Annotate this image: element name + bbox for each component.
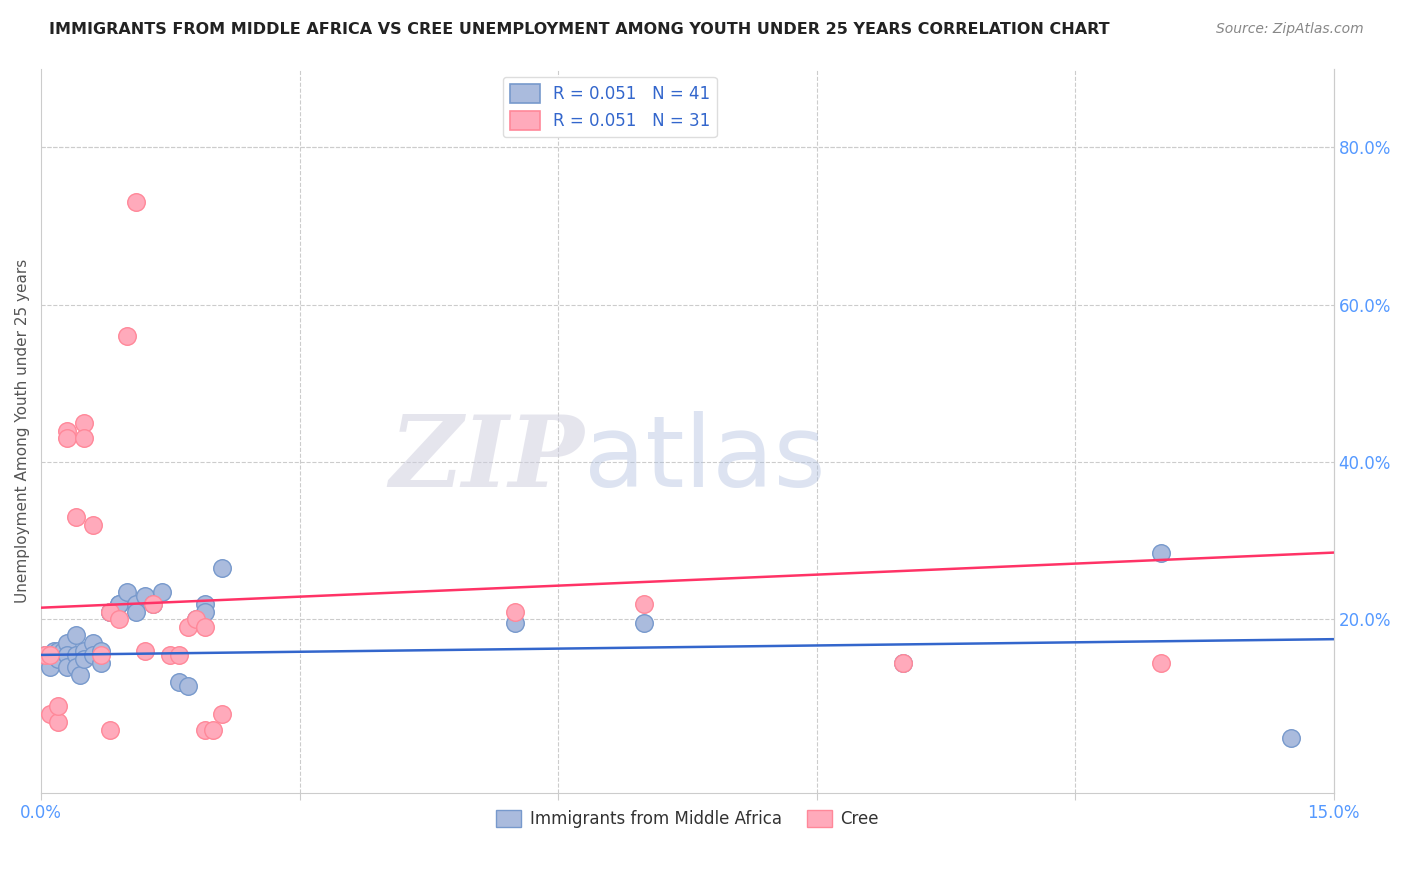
- Point: [56, 432, 79, 446]
- Point: [98, 605, 121, 619]
- Point: [69, 667, 91, 681]
- Point: [134, 589, 156, 603]
- Point: [38, 706, 60, 721]
- Text: Source: ZipAtlas.com: Source: ZipAtlas.com: [1216, 22, 1364, 37]
- Point: [38, 648, 60, 662]
- Point: [73, 652, 96, 666]
- Point: [56, 636, 79, 650]
- Point: [125, 605, 148, 619]
- Point: [142, 597, 165, 611]
- Point: [194, 605, 217, 619]
- Point: [65, 648, 87, 662]
- Point: [176, 680, 198, 694]
- Point: [82, 648, 104, 662]
- Point: [65, 628, 87, 642]
- Y-axis label: Unemployment Among Youth under 25 years: Unemployment Among Youth under 25 years: [15, 259, 30, 603]
- Point: [56, 424, 79, 438]
- Point: [38, 648, 60, 662]
- Point: [42, 644, 65, 658]
- Legend: Immigrants from Middle Africa, Cree: Immigrants from Middle Africa, Cree: [489, 804, 886, 835]
- Point: [107, 612, 129, 626]
- Point: [891, 656, 914, 670]
- Point: [52, 644, 75, 658]
- Point: [186, 612, 208, 626]
- Point: [73, 416, 96, 430]
- Point: [633, 616, 655, 631]
- Point: [211, 706, 233, 721]
- Point: [46, 652, 69, 666]
- Point: [503, 605, 526, 619]
- Point: [211, 561, 233, 575]
- Point: [98, 605, 121, 619]
- Point: [167, 675, 190, 690]
- Point: [82, 636, 104, 650]
- Point: [107, 597, 129, 611]
- Point: [90, 648, 112, 662]
- Point: [633, 597, 655, 611]
- Point: [1279, 731, 1302, 745]
- Point: [202, 723, 225, 737]
- Point: [73, 432, 96, 446]
- Point: [34, 648, 56, 662]
- Point: [34, 648, 56, 662]
- Point: [1150, 656, 1173, 670]
- Text: atlas: atlas: [583, 411, 825, 508]
- Point: [107, 597, 129, 611]
- Point: [194, 723, 217, 737]
- Point: [82, 518, 104, 533]
- Point: [167, 648, 190, 662]
- Point: [176, 620, 198, 634]
- Point: [98, 605, 121, 619]
- Point: [98, 723, 121, 737]
- Point: [194, 620, 217, 634]
- Point: [142, 597, 165, 611]
- Text: ZIP: ZIP: [389, 411, 583, 508]
- Point: [117, 585, 139, 599]
- Point: [73, 644, 96, 658]
- Point: [125, 195, 148, 210]
- Point: [65, 510, 87, 524]
- Point: [150, 585, 173, 599]
- Point: [56, 648, 79, 662]
- Point: [1150, 545, 1173, 559]
- Point: [194, 597, 217, 611]
- Point: [891, 656, 914, 670]
- Point: [56, 659, 79, 673]
- Point: [46, 644, 69, 658]
- Point: [186, 612, 208, 626]
- Point: [90, 644, 112, 658]
- Point: [46, 714, 69, 729]
- Point: [125, 597, 148, 611]
- Point: [134, 644, 156, 658]
- Point: [90, 656, 112, 670]
- Point: [65, 659, 87, 673]
- Point: [503, 616, 526, 631]
- Point: [159, 648, 181, 662]
- Point: [117, 329, 139, 343]
- Text: IMMIGRANTS FROM MIDDLE AFRICA VS CREE UNEMPLOYMENT AMONG YOUTH UNDER 25 YEARS CO: IMMIGRANTS FROM MIDDLE AFRICA VS CREE UN…: [49, 22, 1109, 37]
- Point: [46, 699, 69, 714]
- Point: [38, 659, 60, 673]
